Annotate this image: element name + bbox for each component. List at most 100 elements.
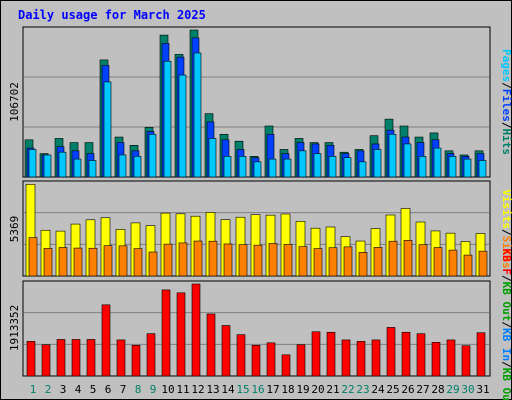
legend-part---3: / bbox=[500, 122, 512, 129]
day-label-7: 7 bbox=[120, 383, 127, 396]
sites-bar-day-20 bbox=[313, 248, 323, 277]
kbytes-bar-day-9 bbox=[146, 333, 156, 377]
sites-bar-day-6 bbox=[103, 245, 113, 277]
pages-bar-day-14 bbox=[223, 156, 232, 178]
sites-bar-day-4 bbox=[73, 247, 83, 277]
pages-bar-day-9 bbox=[148, 133, 157, 178]
kbytes-bar-day-3 bbox=[56, 339, 66, 377]
kbytes-bar-day-5 bbox=[86, 339, 96, 377]
sites-bar-day-3 bbox=[58, 247, 68, 277]
day-label-20: 20 bbox=[311, 383, 324, 396]
pages-bar-day-2 bbox=[43, 154, 52, 178]
pages-bar-day-6 bbox=[103, 81, 112, 178]
visits-panel-legend: Visits/Sites bbox=[500, 189, 512, 269]
kbytes-panel-legend: KB F/KB Out/KB In/KB Out bbox=[500, 249, 512, 400]
day-label-27: 27 bbox=[416, 383, 429, 396]
sites-bar-day-31 bbox=[478, 250, 488, 277]
day-label-9: 9 bbox=[150, 383, 157, 396]
day-label-29: 29 bbox=[446, 383, 459, 396]
chart-title: Daily usage for March 2025 bbox=[18, 8, 206, 22]
sites-bar-day-10 bbox=[163, 243, 173, 277]
legend-part-visits-0: Visits bbox=[500, 189, 512, 229]
kbytes-bar-day-11 bbox=[176, 292, 186, 377]
day-label-11: 11 bbox=[176, 383, 189, 396]
kbytes-bar-day-16 bbox=[251, 344, 261, 377]
sites-bar-day-21 bbox=[328, 247, 338, 277]
day-label-4: 4 bbox=[75, 383, 82, 396]
pages-bar-day-27 bbox=[418, 156, 427, 178]
legend-part---1: / bbox=[500, 275, 512, 282]
sites-bar-day-16 bbox=[253, 244, 263, 277]
pages-bar-day-10 bbox=[163, 60, 172, 178]
kbytes-bar-day-20 bbox=[311, 331, 321, 377]
sites-bar-day-5 bbox=[88, 247, 98, 277]
legend-part---1: / bbox=[500, 229, 512, 236]
pages-bar-day-4 bbox=[73, 158, 82, 178]
pages-bar-day-30 bbox=[463, 158, 472, 178]
pages-bar-day-24 bbox=[373, 149, 382, 178]
day-label-10: 10 bbox=[161, 383, 174, 396]
day-label-28: 28 bbox=[431, 383, 444, 396]
sites-bar-day-22 bbox=[343, 246, 353, 277]
kbytes-bar-day-4 bbox=[71, 339, 81, 377]
hits-files-pages-bars bbox=[24, 29, 489, 178]
kbytes-bar-day-25 bbox=[386, 327, 396, 377]
kbytes-bar-day-24 bbox=[371, 339, 381, 377]
hits-panel-legend: Pages/Files/Hits bbox=[500, 49, 512, 155]
kbytes-bar-day-22 bbox=[341, 339, 351, 377]
kbytes-bars bbox=[24, 283, 489, 377]
kbytes-bar-day-15 bbox=[236, 334, 246, 377]
legend-part-kb-out-6: KB Out bbox=[500, 368, 512, 400]
pages-bar-day-17 bbox=[268, 158, 277, 178]
legend-part---1: / bbox=[500, 82, 512, 89]
sites-bar-day-11 bbox=[178, 242, 188, 277]
day-label-15: 15 bbox=[236, 383, 249, 396]
sites-bar-day-27 bbox=[418, 244, 428, 277]
legend-part-sites-2: Sites bbox=[500, 236, 512, 269]
legend-part-kb-out-2: KB Out bbox=[500, 282, 512, 322]
pages-bar-day-19 bbox=[298, 150, 307, 178]
legend-part---5: / bbox=[500, 361, 512, 368]
day-label-5: 5 bbox=[90, 383, 97, 396]
legend-part-kb-f-0: KB F bbox=[500, 249, 512, 276]
sites-bar-day-9 bbox=[148, 251, 158, 277]
day-label-19: 19 bbox=[296, 383, 309, 396]
day-label-23: 23 bbox=[356, 383, 369, 396]
kbytes-bar-day-10 bbox=[161, 289, 171, 377]
pages-bar-day-1 bbox=[28, 149, 37, 178]
sites-bar-day-12 bbox=[193, 240, 203, 277]
pages-bar-day-23 bbox=[358, 161, 367, 178]
kbytes-bar-day-31 bbox=[476, 332, 486, 377]
legend-part-kb-in-4: KB In bbox=[500, 328, 512, 361]
kbytes-bar-day-30 bbox=[461, 345, 471, 377]
kbytes-bar-day-2 bbox=[41, 344, 51, 377]
day-labels: 1 2 3 4 5 6 7 8 9 10 11 12 13 14 15 16 17 18 19 20 21 22 23 24 2… bbox=[30, 383, 490, 396]
pages-bar-day-12 bbox=[193, 52, 202, 178]
day-label-12: 12 bbox=[191, 383, 204, 396]
day-label-17: 17 bbox=[266, 383, 279, 396]
day-label-14: 14 bbox=[221, 383, 235, 396]
legend-part-files-2: Files bbox=[500, 89, 512, 122]
kbytes-bar-day-8 bbox=[131, 344, 141, 377]
kbytes-bar-day-14 bbox=[221, 325, 231, 377]
sites-bar-day-23 bbox=[358, 252, 368, 277]
day-label-6: 6 bbox=[105, 383, 112, 396]
pages-bar-day-11 bbox=[178, 74, 187, 178]
kbytes-bar-day-21 bbox=[326, 331, 336, 377]
kbytes-bar-day-12 bbox=[191, 283, 201, 377]
pages-bar-day-26 bbox=[403, 143, 412, 178]
pages-bar-day-31 bbox=[478, 160, 487, 178]
kbytes-bar-day-17 bbox=[266, 342, 276, 377]
pages-bar-day-20 bbox=[313, 153, 322, 178]
legend-part-pages-0: Pages bbox=[500, 49, 512, 82]
sites-bar-day-28 bbox=[433, 247, 443, 277]
pages-bar-day-22 bbox=[343, 157, 352, 178]
kbytes-bar-day-7 bbox=[116, 339, 126, 377]
day-label-13: 13 bbox=[206, 383, 219, 396]
sites-bar-day-18 bbox=[283, 244, 293, 277]
day-label-8: 8 bbox=[135, 383, 142, 396]
visits-ymax-label: 5369 bbox=[8, 216, 21, 243]
kbytes-bar-day-18 bbox=[281, 354, 291, 377]
pages-bar-day-8 bbox=[133, 156, 142, 178]
pages-bar-day-16 bbox=[253, 161, 262, 178]
